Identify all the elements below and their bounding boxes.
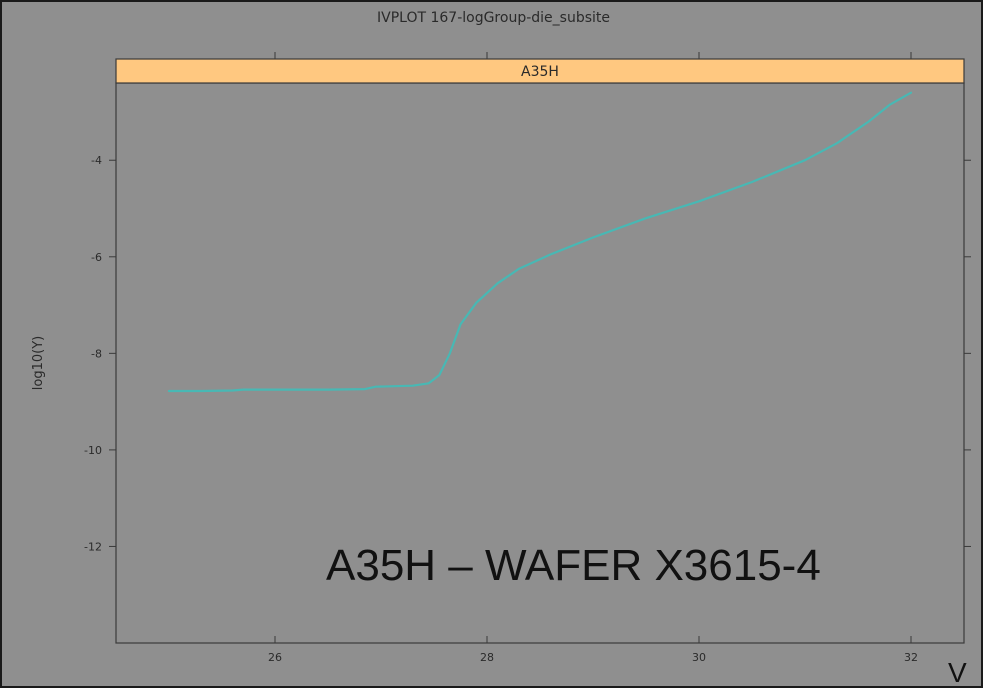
y-tick-label: -6 (91, 251, 102, 264)
y-axis-label: log10(Y) (31, 336, 46, 390)
y-tick-label: -12 (84, 540, 102, 553)
plot-title: IVPLOT 167-logGroup-die_subsite (377, 10, 610, 26)
panel-strip (115, 58, 965, 84)
y-tick-label: -8 (91, 347, 102, 360)
y-tick-label: -10 (84, 444, 102, 457)
x-tick-label: 32 (904, 651, 918, 664)
panel-strip-label: A35H (521, 64, 559, 80)
wafer-annotation: A35H – WAFER X3615-4 (326, 541, 821, 590)
plot-area (115, 82, 965, 644)
x-tick-label: 30 (692, 651, 706, 664)
y-tick-label: -4 (91, 154, 102, 167)
x-tick-label: 28 (480, 651, 494, 664)
series-line-0 (167, 91, 913, 393)
x-tick-label: 26 (268, 651, 282, 664)
x-unit-label: V (948, 657, 967, 688)
